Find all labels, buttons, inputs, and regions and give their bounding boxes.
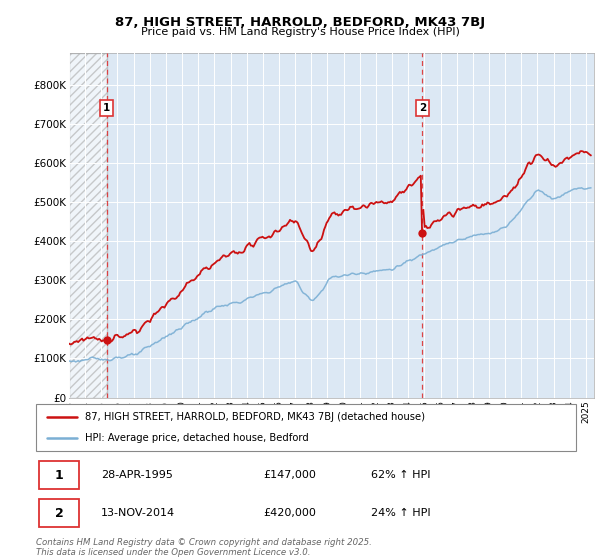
Text: HPI: Average price, detached house, Bedford: HPI: Average price, detached house, Bedf… [85,433,308,444]
Text: 24% ↑ HPI: 24% ↑ HPI [371,508,430,518]
Text: Contains HM Land Registry data © Crown copyright and database right 2025.
This d: Contains HM Land Registry data © Crown c… [36,538,372,557]
Text: 62% ↑ HPI: 62% ↑ HPI [371,470,430,480]
Text: £147,000: £147,000 [263,470,316,480]
Text: Price paid vs. HM Land Registry's House Price Index (HPI): Price paid vs. HM Land Registry's House … [140,27,460,37]
Text: 13-NOV-2014: 13-NOV-2014 [101,508,175,518]
Text: 2: 2 [55,507,64,520]
Bar [39,500,79,527]
Text: 28-APR-1995: 28-APR-1995 [101,470,173,480]
Text: 2: 2 [419,103,426,113]
Bar [39,461,79,489]
Text: 1: 1 [103,103,110,113]
Text: 87, HIGH STREET, HARROLD, BEDFORD, MK43 7BJ (detached house): 87, HIGH STREET, HARROLD, BEDFORD, MK43 … [85,412,425,422]
Bar [69,53,107,398]
Text: 1: 1 [55,469,64,482]
Text: 87, HIGH STREET, HARROLD, BEDFORD, MK43 7BJ: 87, HIGH STREET, HARROLD, BEDFORD, MK43 … [115,16,485,29]
Text: £420,000: £420,000 [263,508,316,518]
